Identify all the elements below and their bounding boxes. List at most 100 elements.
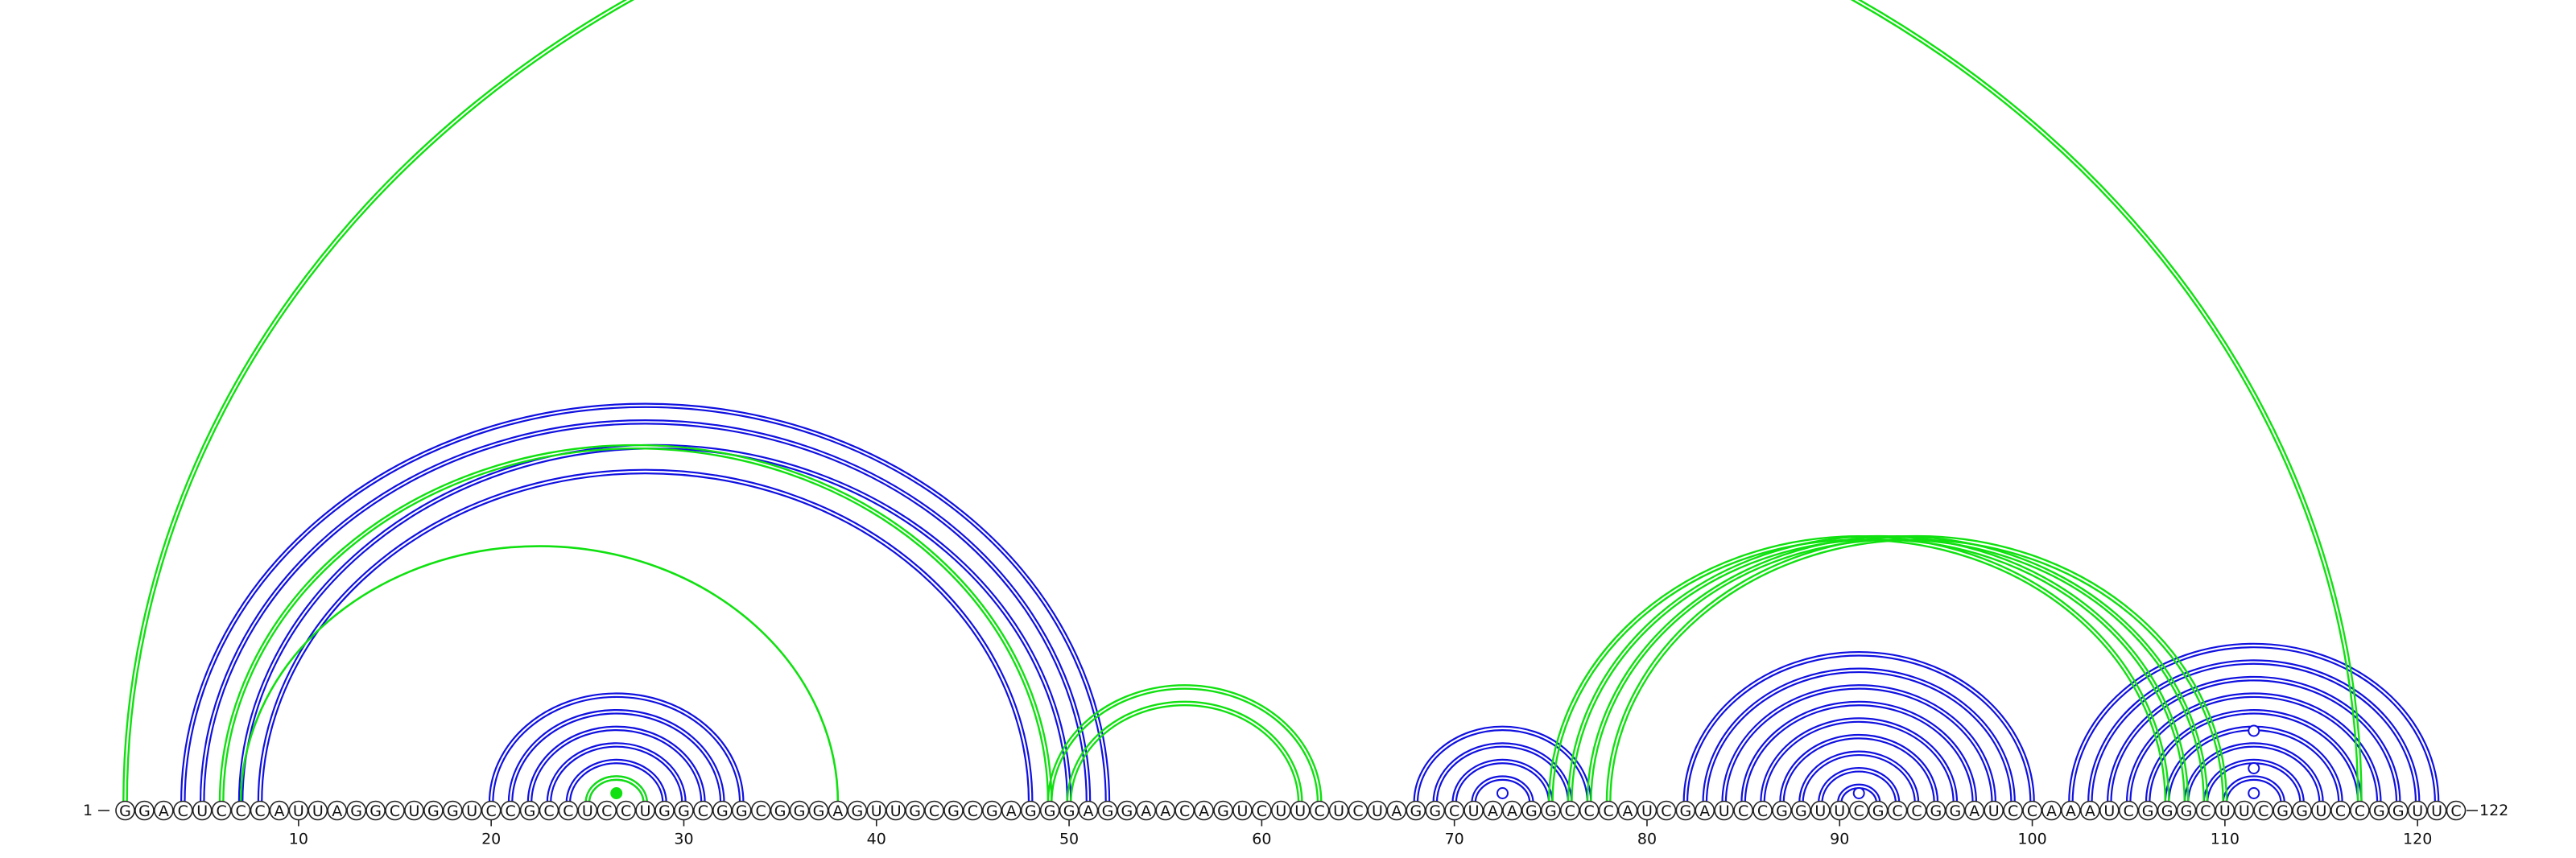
nucleotide: A bbox=[1137, 802, 1155, 821]
nucleotide: C bbox=[1445, 802, 1463, 821]
nucleotide: U bbox=[2409, 802, 2427, 821]
nucleotide: G bbox=[2273, 802, 2292, 821]
nucleotide: U bbox=[2215, 802, 2234, 821]
nucleotide: C bbox=[232, 802, 250, 821]
tick-label: 70 bbox=[1445, 831, 1464, 848]
nucleotide-letter: A bbox=[2046, 802, 2057, 820]
nucleotide: A bbox=[1156, 802, 1174, 821]
nucleotide-letter: C bbox=[1854, 802, 1864, 820]
nucleotide-letter: U bbox=[2239, 802, 2250, 820]
nucleotide: G bbox=[809, 802, 828, 821]
nucleotide: C bbox=[2196, 802, 2215, 821]
nucleotide: G bbox=[444, 802, 462, 821]
arcs-layer bbox=[123, 0, 2438, 803]
nucleotide-letter: U bbox=[582, 802, 593, 820]
nucleotide-letter: A bbox=[1699, 802, 1710, 820]
nucleotide-letter: U bbox=[1834, 802, 1845, 820]
nucleotide: C bbox=[2447, 802, 2466, 821]
nucleotide: G bbox=[2389, 802, 2408, 821]
nucleotide: C bbox=[2023, 802, 2041, 821]
nucleotide-letter: A bbox=[1623, 802, 1633, 820]
tick-label: 120 bbox=[2403, 831, 2432, 848]
nucleotide: G bbox=[1098, 802, 1117, 821]
nucleotide: U bbox=[1811, 802, 1830, 821]
nucleotide: U bbox=[1637, 802, 1656, 821]
nucleotide-letter: G bbox=[986, 802, 998, 820]
primary-arc bbox=[184, 407, 1105, 803]
nucleotide-letter: G bbox=[774, 802, 786, 820]
nucleotide: C bbox=[1311, 802, 1329, 821]
ticks-layer: 10 20 30 40 50 60 70 80 90 100 110 120 bbox=[289, 820, 2433, 848]
nucleotide: C bbox=[1657, 802, 1675, 821]
nucleotide: U bbox=[289, 802, 308, 821]
nucleotide-letter: C bbox=[543, 802, 554, 820]
nucleotide: C bbox=[2004, 802, 2022, 821]
nucleotide: G bbox=[366, 802, 385, 821]
nucleotide-letter: G bbox=[369, 802, 382, 820]
nucleotide: C bbox=[1580, 802, 1599, 821]
nucleotide: C bbox=[1907, 802, 1926, 821]
nucleotide-letter: U bbox=[2431, 802, 2442, 820]
nucleotide-letter: A bbox=[832, 802, 843, 820]
nucleotide-letter: C bbox=[1911, 802, 1922, 820]
nucleotide-letter: C bbox=[698, 802, 708, 820]
nucleotide-letter: U bbox=[1294, 802, 1306, 820]
nucleotide: C bbox=[1889, 802, 1907, 821]
nucleotide: C bbox=[482, 802, 501, 821]
primary-arc bbox=[1684, 652, 2034, 802]
nucleotide-letter: U bbox=[640, 802, 651, 820]
nucleotide: A bbox=[155, 802, 173, 821]
nucleotide-letter: G bbox=[2373, 802, 2385, 820]
nucleotide: C bbox=[174, 802, 192, 821]
nucleotide: A bbox=[828, 802, 847, 821]
nucleotide-letter: U bbox=[871, 802, 882, 820]
nucleotide-letter: G bbox=[658, 802, 671, 820]
nucleotide: C bbox=[386, 802, 404, 821]
nucleotide: G bbox=[713, 802, 732, 821]
nucleotide-letter: G bbox=[2161, 802, 2174, 820]
nucleotide-letter: G bbox=[1410, 802, 1422, 820]
nucleotide: G bbox=[944, 802, 963, 821]
nucleotide: C bbox=[1175, 802, 1194, 821]
nucleotide-letter: G bbox=[427, 802, 440, 820]
nucleotide: G bbox=[2370, 802, 2388, 821]
nucleotide-letter: G bbox=[794, 802, 806, 820]
nucleotide: U bbox=[1984, 802, 2003, 821]
nucleotide: G bbox=[1676, 802, 1695, 821]
nucleotide: U bbox=[463, 802, 481, 821]
nucleotide: U bbox=[1291, 802, 1310, 821]
nucleotide-letter: G bbox=[138, 802, 151, 820]
primary-arc bbox=[1687, 655, 2030, 802]
primary-arc bbox=[1707, 672, 2011, 802]
nucleotide-letter: U bbox=[312, 802, 324, 820]
nucleotide-letter: C bbox=[254, 802, 265, 820]
nucleotide: A bbox=[1619, 802, 1637, 821]
nucleotide-letter: C bbox=[1449, 802, 1459, 820]
nucleotide: A bbox=[328, 802, 346, 821]
nucleotide-letter: C bbox=[968, 802, 978, 820]
nucleotide-letter: U bbox=[1236, 802, 1248, 820]
nucleotide-letter: C bbox=[486, 802, 497, 820]
tick-label: 90 bbox=[1830, 831, 1849, 848]
nucleotide: G bbox=[791, 802, 809, 821]
nucleotide-letter: A bbox=[1507, 802, 1517, 820]
nucleotide: C bbox=[2120, 802, 2138, 821]
nucleotide: A bbox=[2042, 802, 2061, 821]
nucleotide-letter: U bbox=[2316, 802, 2327, 820]
nucleotide: C bbox=[539, 802, 558, 821]
nucleotide: G bbox=[2158, 802, 2177, 821]
nucleotide: G bbox=[1522, 802, 1541, 821]
nucleotide: U bbox=[1330, 802, 1348, 821]
nucleotide: C bbox=[1753, 802, 1772, 821]
nucleotide: A bbox=[2062, 802, 2080, 821]
nucleotide: U bbox=[2428, 802, 2446, 821]
nucleotide-letter: C bbox=[1179, 802, 1190, 820]
nucleotide-letter: C bbox=[505, 802, 515, 820]
nucleotide-letter: G bbox=[947, 802, 960, 820]
nucleotide: A bbox=[1695, 802, 1714, 821]
tick-label: 80 bbox=[1637, 831, 1657, 848]
nucleotide-letter: C bbox=[1565, 802, 1575, 820]
nucleotide: G bbox=[771, 802, 790, 821]
alternate-arc bbox=[1549, 536, 2169, 802]
nucleotide-letter: G bbox=[2142, 802, 2154, 820]
